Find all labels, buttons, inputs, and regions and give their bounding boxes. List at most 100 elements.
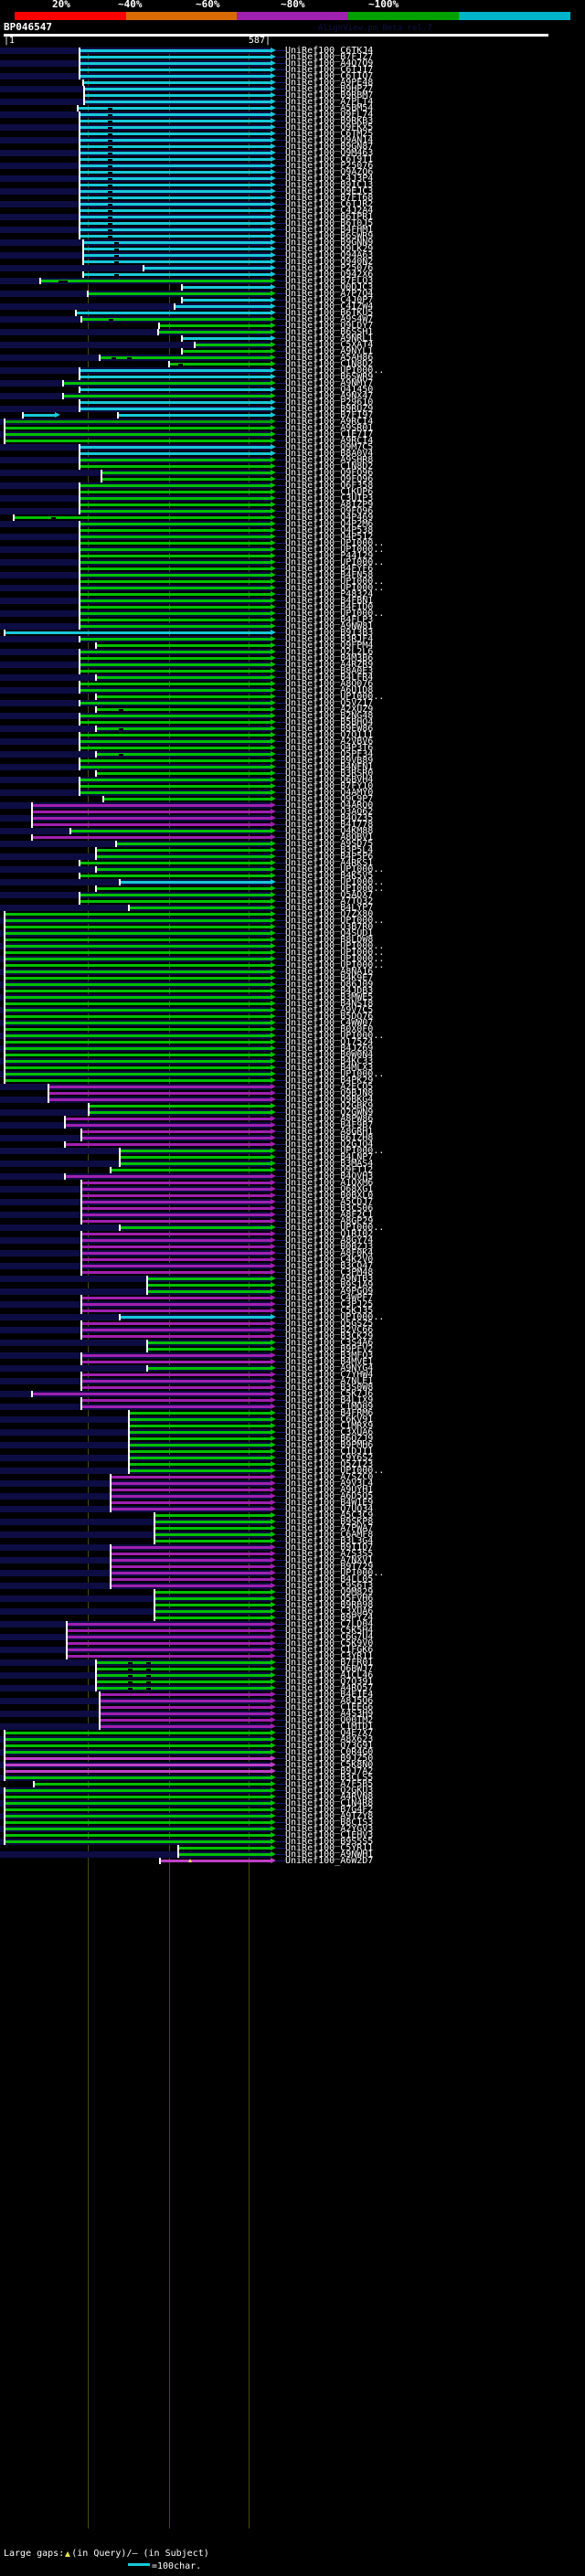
alignment-row[interactable]: UniRef100_Q2GKU3: [0, 1786, 585, 1796]
alignment-row[interactable]: UniRef100_B9PMH6: [0, 1440, 585, 1450]
hsp-bar[interactable]: [82, 1322, 271, 1325]
hit-accession-label[interactable]: UniRef100_B4E1E4: [285, 1690, 374, 1700]
hsp-bar[interactable]: [80, 606, 271, 609]
alignment-row[interactable]: UniRef100_B6T0J5: [0, 218, 585, 228]
hsp-bar[interactable]: [82, 1194, 271, 1197]
hit-accession-label[interactable]: UniRef100_UPI000..: [285, 1568, 385, 1578]
hsp-bar[interactable]: [5, 420, 271, 423]
hsp-bar[interactable]: [80, 555, 271, 557]
alignment-row[interactable]: UniRef100_UPI000..: [0, 960, 585, 970]
hsp-bar[interactable]: [84, 260, 271, 263]
hit-accession-label[interactable]: UniRef100_C4WW07: [285, 1018, 374, 1028]
hsp-bar[interactable]: [5, 1757, 271, 1760]
hsp-bar[interactable]: [85, 88, 271, 90]
hsp-bar[interactable]: [82, 1354, 271, 1357]
alignment-row[interactable]: UniRef100_B4W1E9: [0, 1498, 585, 1508]
hsp-bar[interactable]: [112, 1508, 271, 1511]
hsp-bar[interactable]: [82, 1297, 271, 1299]
hit-accession-label[interactable]: UniRef100_A5CDJ7: [285, 1197, 374, 1207]
alignment-row[interactable]: UniRef100_Q94A63: [0, 250, 585, 260]
alignment-row[interactable]: UniRef100_A9NX47: [0, 391, 585, 401]
hit-accession-label[interactable]: UniRef100_B3MFQ3: [285, 1351, 374, 1361]
hsp-bar[interactable]: [80, 171, 271, 174]
hit-accession-label[interactable]: UniRef100_UPI000..: [285, 1031, 385, 1041]
hit-accession-label[interactable]: UniRef100_B4F9B7: [285, 1120, 374, 1130]
hsp-bar[interactable]: [49, 1086, 271, 1088]
hit-accession-label[interactable]: UniRef100_UPI000..: [285, 916, 385, 926]
hit-accession-label[interactable]: UniRef100_B6TKU5: [285, 308, 374, 318]
alignment-row[interactable]: UniRef100_P25076: [0, 161, 585, 171]
hsp-bar[interactable]: [80, 49, 271, 52]
alignment-row[interactable]: UniRef100_Q4ARQ0: [0, 800, 585, 811]
hsp-bar[interactable]: [82, 1405, 271, 1408]
alignment-row[interactable]: UniRef100_Q9EJC3: [0, 186, 585, 196]
alignment-row[interactable]: UniRef100_C3S4A6: [0, 1338, 585, 1348]
hsp-bar[interactable]: [66, 1118, 271, 1120]
alignment-row[interactable]: UniRef100_Q2GBK9: [0, 1101, 585, 1111]
alignment-row[interactable]: UniRef100_C5XAT4: [0, 340, 585, 350]
alignment-row[interactable]: UniRef100_B9SKP8: [0, 1517, 585, 1527]
hsp-bar[interactable]: [80, 164, 271, 167]
hsp-bar[interactable]: [130, 1463, 271, 1466]
hsp-bar[interactable]: [64, 382, 271, 385]
alignment-row[interactable]: UniRef100_A9NWH1: [0, 1850, 585, 1860]
hsp-bar[interactable]: [82, 1335, 271, 1338]
alignment-row[interactable]: UniRef100_C5K5H4: [0, 1626, 585, 1636]
hsp-bar[interactable]: [80, 120, 271, 122]
hit-accession-label[interactable]: UniRef100_A9NRL1: [285, 334, 374, 344]
hit-accession-label[interactable]: UniRef100_A1CL46: [285, 1670, 374, 1680]
alignment-row[interactable]: UniRef100_Q9M463: [0, 148, 585, 158]
hsp-bar[interactable]: [155, 1604, 271, 1606]
hit-accession-label[interactable]: UniRef100_B4FN58: [285, 570, 374, 580]
alignment-row[interactable]: UniRef100_A9V7C5: [0, 1005, 585, 1015]
alignment-row[interactable]: UniRef100_UPI000..: [0, 864, 585, 875]
hit-accession-label[interactable]: UniRef100_A8J5Q6: [285, 1696, 374, 1706]
hit-accession-label[interactable]: UniRef100_C1N8D2: [285, 359, 374, 369]
alignment-row[interactable]: UniRef100_B0W0N4: [0, 1050, 585, 1060]
hsp-bar[interactable]: [80, 145, 271, 148]
alignment-row[interactable]: UniRef100_Q9FL74: [0, 110, 585, 120]
hit-accession-label[interactable]: UniRef100_Q9FKX5: [285, 122, 374, 133]
alignment-row[interactable]: UniRef100_Q9LDY7: [0, 321, 585, 331]
hit-accession-label[interactable]: UniRef100_Q2L2L6: [285, 647, 374, 657]
hsp-bar[interactable]: [5, 1770, 271, 1773]
alignment-row[interactable]: UniRef100_C4WW07: [0, 1018, 585, 1028]
hsp-bar[interactable]: [101, 1712, 271, 1715]
alignment-row[interactable]: UniRef100_Q5VZ17: [0, 698, 585, 708]
hsp-bar[interactable]: [112, 1565, 271, 1568]
alignment-row[interactable]: UniRef100_B9RUZ9: [0, 404, 585, 414]
hsp-bar[interactable]: [5, 427, 271, 429]
hsp-bar[interactable]: [80, 619, 271, 621]
alignment-row[interactable]: UniRef100_B4K5V5: [0, 871, 585, 881]
alignment-row[interactable]: UniRef100_Q41450: [0, 385, 585, 395]
hsp-bar[interactable]: [130, 1418, 271, 1421]
alignment-row[interactable]: UniRef100_B4FLP3: [0, 615, 585, 625]
hit-accession-label[interactable]: UniRef100_Q2GKU3: [285, 1786, 374, 1796]
hsp-bar[interactable]: [80, 158, 271, 161]
hsp-bar[interactable]: [80, 702, 271, 705]
hsp-bar[interactable]: [5, 977, 271, 980]
hsp-bar[interactable]: [84, 81, 271, 84]
alignment-row[interactable]: UniRef100_B3CQ47: [0, 1261, 585, 1271]
hit-accession-label[interactable]: UniRef100_B9I1D7: [285, 1542, 374, 1553]
hit-accession-label[interactable]: UniRef100_B9EW86: [285, 724, 374, 734]
alignment-row[interactable]: UniRef100_A7F5B5: [0, 1779, 585, 1789]
hit-accession-label[interactable]: UniRef100_Q2GBK9: [285, 1101, 374, 1111]
hsp-bar[interactable]: [80, 612, 271, 615]
alignment-row[interactable]: UniRef100_A8GY74: [0, 1235, 585, 1246]
hsp-bar[interactable]: [80, 376, 271, 378]
hsp-bar[interactable]: [130, 1412, 271, 1415]
hit-accession-label[interactable]: UniRef100_A5AH86: [285, 353, 374, 363]
alignment-row[interactable]: UniRef100_C1DJI1: [0, 1447, 585, 1457]
hsp-bar[interactable]: [155, 1591, 271, 1594]
hit-accession-label[interactable]: UniRef100_B9I3B3: [285, 628, 374, 638]
hsp-bar[interactable]: [68, 1648, 271, 1651]
hit-accession-label[interactable]: UniRef100_UPI000..: [285, 545, 385, 555]
hit-accession-label[interactable]: UniRef100_B9GNN9: [285, 238, 374, 248]
alignment-row[interactable]: UniRef100_B4P5P6: [0, 852, 585, 862]
hsp-bar[interactable]: [148, 1290, 271, 1293]
hsp-bar[interactable]: [82, 1201, 271, 1203]
alignment-row[interactable]: UniRef100_A7S3S5: [0, 1549, 585, 1559]
hsp-bar[interactable]: [183, 337, 271, 340]
hit-accession-label[interactable]: UniRef100_UPI000..: [285, 577, 385, 587]
